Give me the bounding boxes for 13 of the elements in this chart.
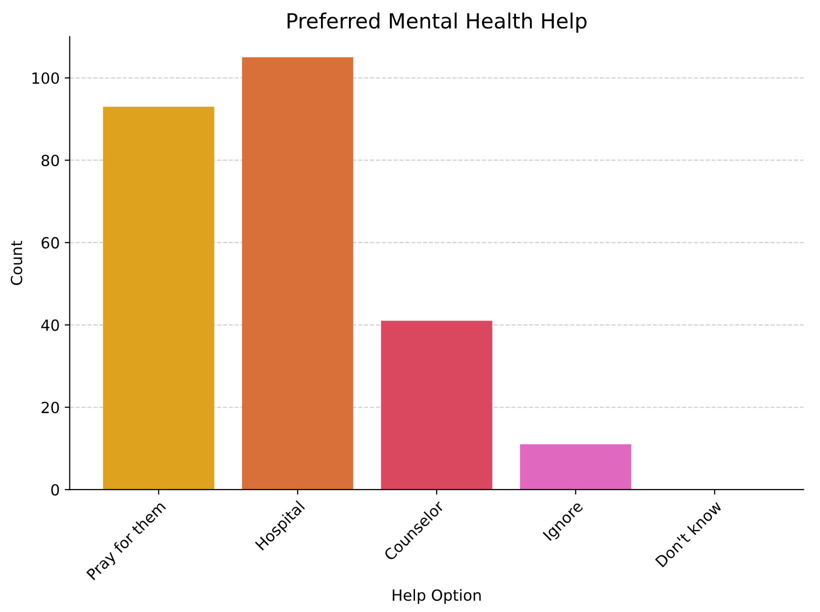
y-tick-label: 0 [51,484,59,496]
y-axis-title: Count [10,240,22,285]
y-tick-label: 100 [32,72,59,84]
y-tick-label: 80 [42,154,59,166]
y-tick-label: 20 [42,402,59,414]
bar [242,57,354,490]
bar [103,106,214,490]
chart-title: Preferred Mental Health Help [288,12,587,33]
y-tick-label: 40 [41,319,59,331]
x-axis-title: Help Option [392,589,481,604]
bar [381,320,492,490]
y-tick-label: 60 [42,237,59,249]
bar [520,444,632,490]
